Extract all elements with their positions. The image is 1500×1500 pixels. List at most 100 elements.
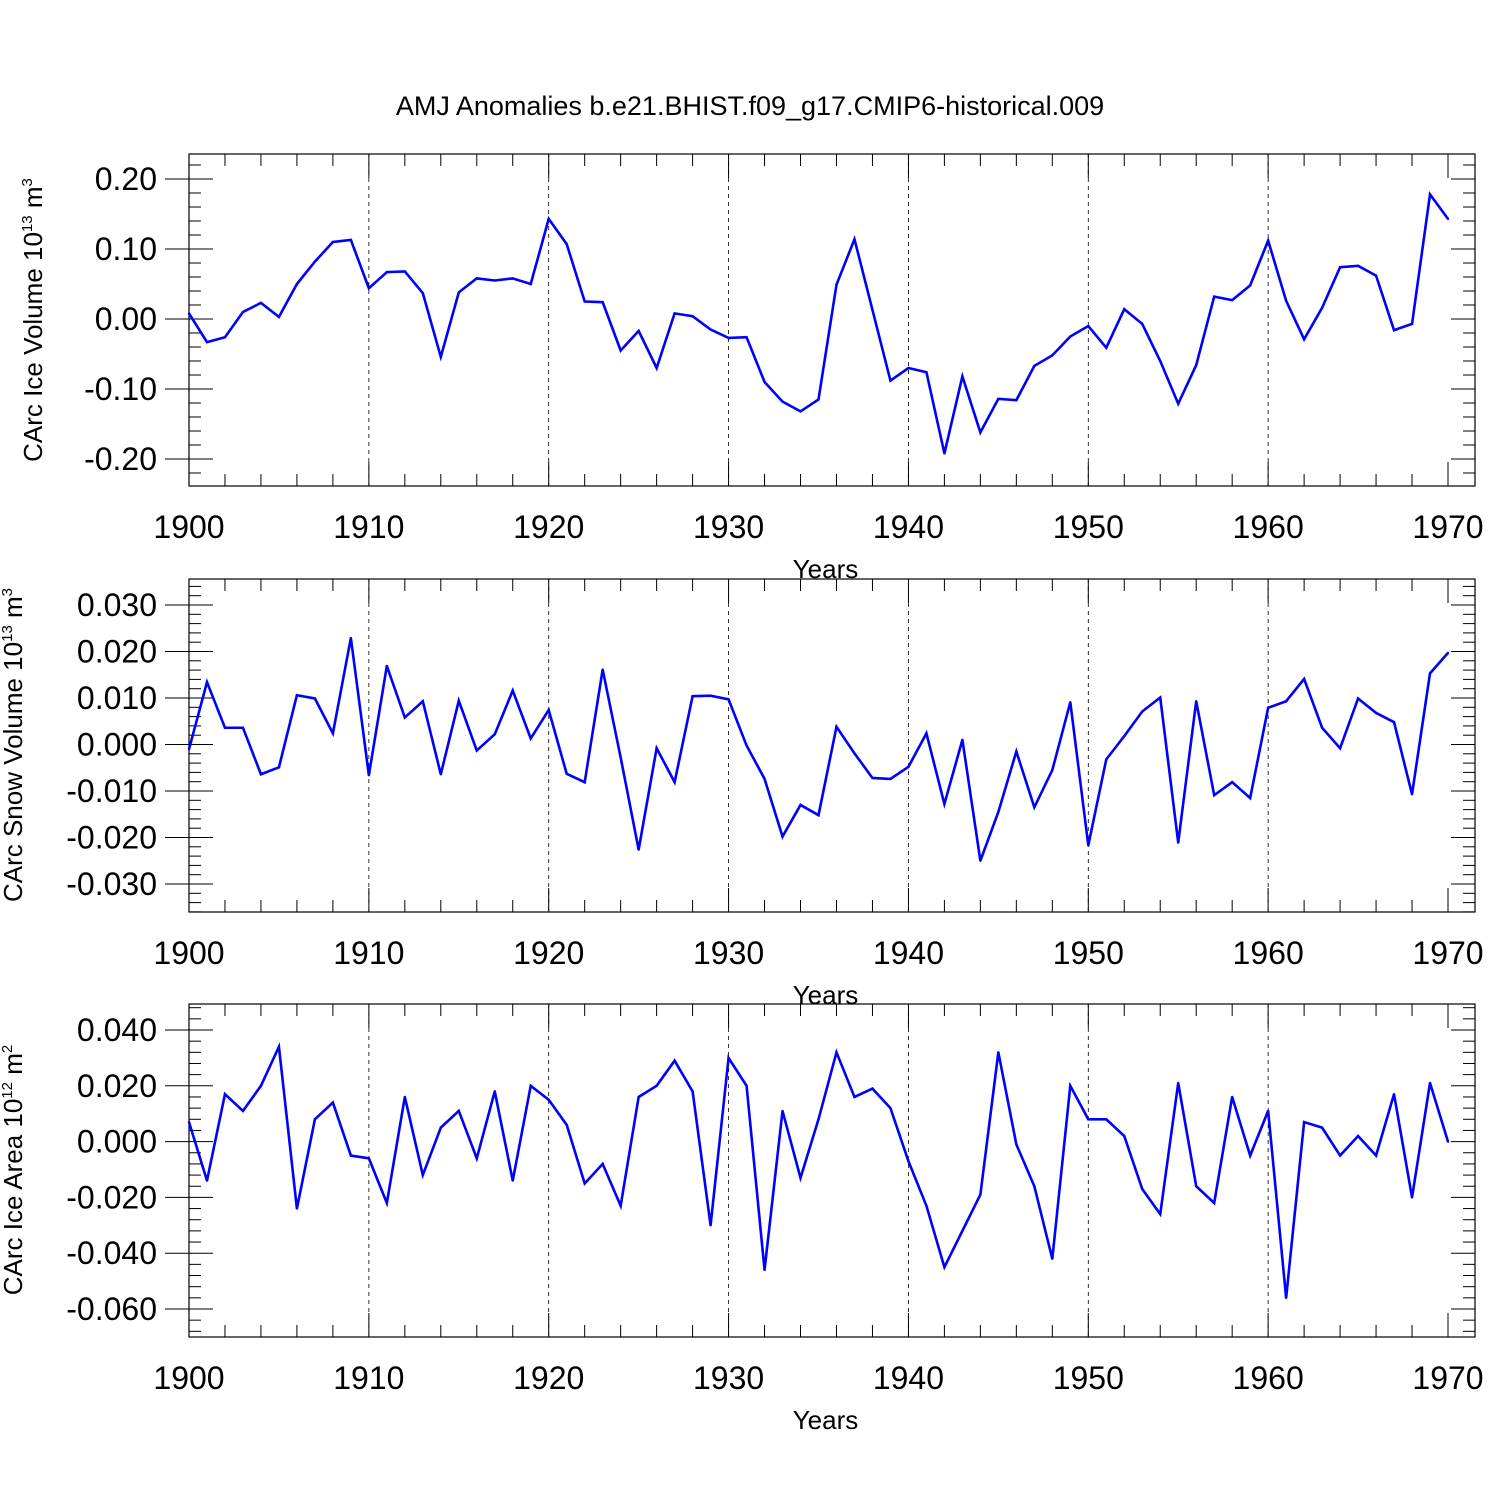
x-tick-label-1910: 1910 — [333, 1360, 404, 1396]
data-point-1938 — [871, 1087, 874, 1090]
data-point-1958 — [1230, 298, 1234, 302]
x-tick-label-1970: 1970 — [1412, 935, 1483, 971]
data-point-1936 — [835, 725, 838, 729]
data-point-1919 — [529, 1084, 532, 1088]
data-point-1961 — [1284, 299, 1288, 302]
data-point-1933 — [781, 1109, 784, 1113]
data-point-1943 — [961, 738, 964, 742]
data-point-1950 — [1087, 844, 1090, 847]
x-tick-label-1920: 1920 — [513, 1360, 584, 1396]
data-point-1933 — [781, 835, 784, 838]
data-point-1945 — [997, 1051, 1000, 1054]
data-point-1953 — [1141, 710, 1144, 713]
data-point-1927 — [673, 780, 676, 784]
y-tick-label: -0.20 — [84, 441, 157, 477]
y-tick-label: -0.030 — [66, 866, 157, 902]
data-point-1941 — [925, 371, 928, 374]
data-point-1949 — [1069, 1084, 1072, 1088]
y-tick-label: 0.20 — [95, 161, 157, 197]
data-point-1939 — [889, 1106, 892, 1110]
data-point-1946 — [1015, 399, 1018, 402]
data-point-1911 — [385, 1201, 389, 1205]
plot-frame — [188, 153, 1476, 487]
data-point-1964 — [1338, 266, 1342, 269]
data-point-1935 — [817, 1118, 820, 1121]
data-point-1910 — [367, 1157, 371, 1160]
data-point-1957 — [1212, 793, 1216, 797]
data-point-1955 — [1177, 841, 1180, 844]
data-point-1942 — [943, 452, 946, 455]
y-tick-label: -0.020 — [66, 820, 157, 856]
data-point-1952 — [1123, 734, 1126, 738]
data-point-1908 — [331, 240, 335, 244]
data-point-1943 — [961, 1229, 964, 1233]
data-point-1968 — [1410, 793, 1414, 796]
data-point-1953 — [1141, 322, 1144, 326]
data-point-1907 — [313, 697, 317, 700]
data-point-1922 — [583, 300, 586, 303]
data-point-1952 — [1123, 1134, 1126, 1138]
data-point-1958 — [1230, 1095, 1234, 1099]
data-point-1968 — [1410, 322, 1414, 326]
data-point-1918 — [511, 1179, 514, 1182]
x-tick-label-1930: 1930 — [693, 509, 764, 545]
data-point-1903 — [241, 726, 245, 729]
data-point-1923 — [601, 301, 604, 304]
data-point-1951 — [1105, 758, 1108, 761]
data-point-1911 — [385, 664, 389, 668]
data-point-1941 — [925, 732, 928, 735]
y-tick-label: -0.040 — [66, 1235, 157, 1271]
data-point-1970 — [1446, 651, 1450, 655]
data-point-1928 — [691, 315, 694, 318]
data-point-1936 — [835, 1051, 838, 1054]
x-tick-label-1940: 1940 — [873, 509, 944, 545]
panel-3: 1900 1910 1920 1930 1940 1950 1960 1970 Years -0.… — [0, 1003, 1484, 1435]
data-point-1966 — [1374, 1154, 1378, 1157]
data-point-1919 — [529, 737, 532, 740]
data-point-1954 — [1159, 359, 1162, 363]
data-point-1924 — [619, 756, 622, 759]
data-point-1963 — [1320, 1126, 1324, 1129]
data-point-1957 — [1212, 295, 1216, 298]
x-axis-label: Years — [793, 980, 859, 1010]
data-point-1942 — [943, 1265, 946, 1269]
y-axis-label: CArc Ice Area 1012 m2 — [0, 1045, 28, 1295]
data-point-1904 — [259, 1084, 263, 1088]
data-point-1930 — [727, 698, 730, 701]
data-point-1967 — [1392, 720, 1396, 724]
data-point-1904 — [259, 773, 263, 776]
data-point-1926 — [655, 366, 658, 370]
data-point-1959 — [1248, 1154, 1252, 1157]
data-point-1930 — [727, 1056, 730, 1060]
data-point-1960 — [1266, 1109, 1270, 1113]
data-point-1902 — [223, 336, 227, 339]
data-point-1949 — [1069, 700, 1072, 704]
data-point-1951 — [1105, 1118, 1108, 1121]
data-point-1921 — [565, 242, 568, 246]
data-point-1906 — [295, 282, 299, 286]
data-point-1905 — [277, 315, 281, 319]
y-tick-label: 0.030 — [77, 587, 157, 623]
data-point-1959 — [1248, 284, 1252, 287]
data-point-1961 — [1284, 1296, 1288, 1300]
data-point-1938 — [871, 776, 874, 780]
data-point-1950 — [1087, 324, 1090, 328]
data-point-1957 — [1212, 1201, 1216, 1205]
data-point-1932 — [763, 1268, 766, 1272]
data-point-1946 — [1015, 1143, 1018, 1146]
data-point-1940 — [907, 765, 910, 769]
data-point-1945 — [997, 810, 1000, 814]
panel-2: 1900 1910 1920 1930 1940 1950 1960 1970 Years -0.… — [0, 578, 1484, 1010]
data-point-1913 — [421, 291, 425, 295]
data-point-1926 — [655, 747, 658, 750]
data-point-1902 — [223, 726, 227, 729]
data-point-1942 — [943, 802, 946, 806]
data-point-1915 — [457, 699, 460, 702]
data-point-1956 — [1195, 364, 1198, 367]
data-point-1909 — [349, 1154, 353, 1157]
data-point-1909 — [349, 238, 353, 242]
y-tick-label: 0.000 — [77, 727, 157, 763]
data-point-1950 — [1087, 1118, 1090, 1121]
data-point-1920 — [547, 1098, 550, 1101]
data-point-1912 — [403, 1095, 407, 1099]
